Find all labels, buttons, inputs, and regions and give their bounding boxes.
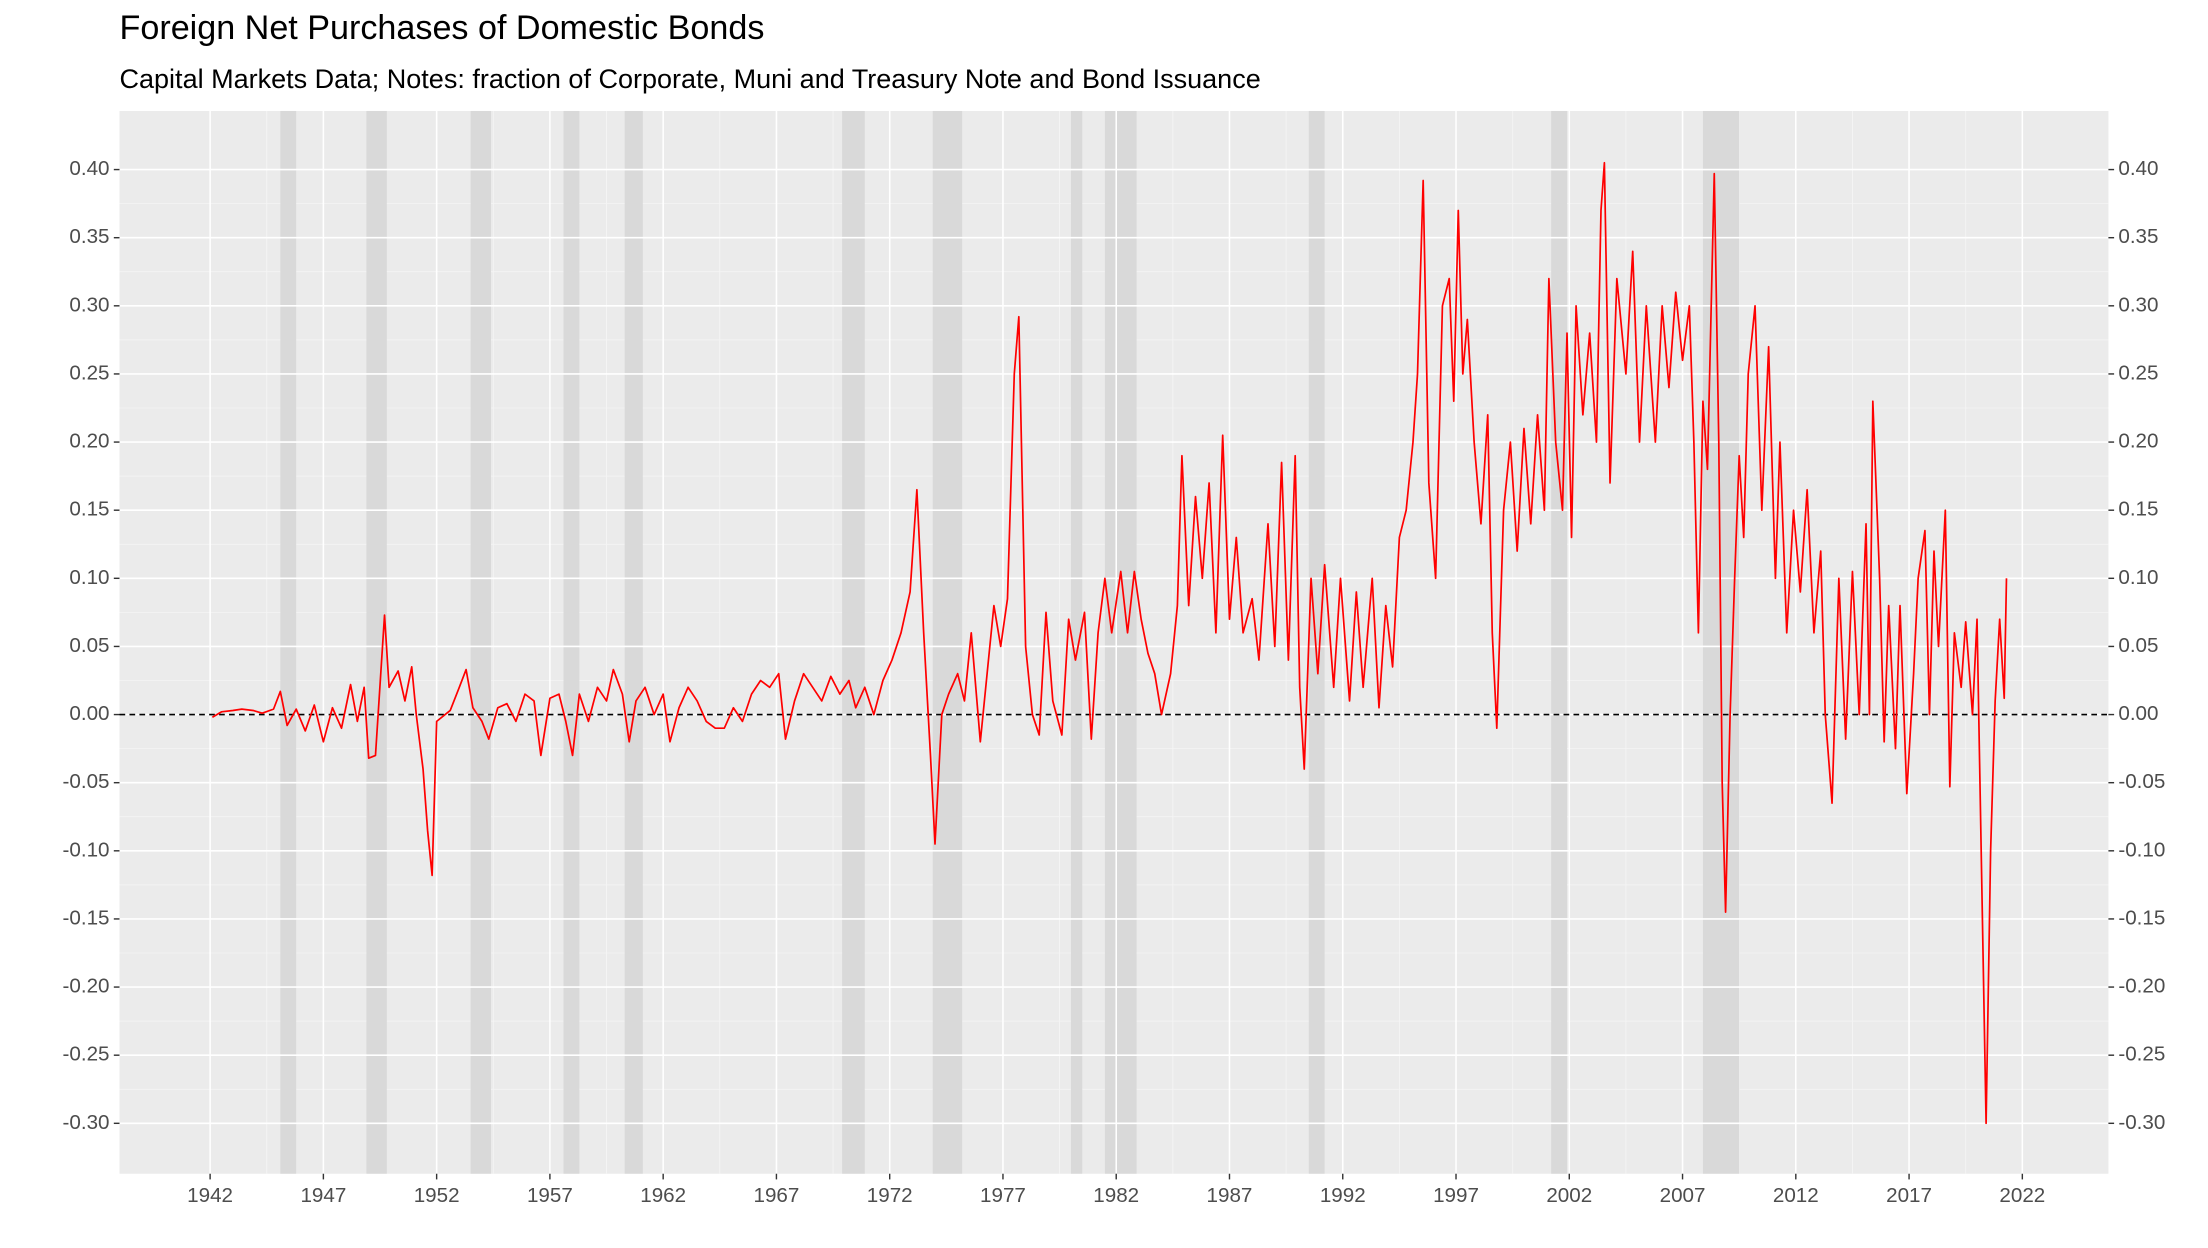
recession-band — [470, 110, 492, 1174]
y2-tick-label: -0.05 — [2118, 770, 2165, 793]
y2-tick-label: 0.20 — [2118, 430, 2158, 453]
x-tick-label: 1992 — [1320, 1184, 1366, 1207]
y-tick-label: 0.10 — [69, 566, 109, 589]
data-line — [211, 161, 2008, 1125]
y2-tick-label: 0.40 — [2118, 157, 2158, 180]
y-tick-label: 0.30 — [69, 293, 109, 316]
y-tick-label: 0.40 — [69, 157, 109, 180]
x-tick-label: 2012 — [1773, 1184, 1819, 1207]
y2-tick-label: 0.00 — [2118, 702, 2158, 725]
y2-tick-label: 0.05 — [2118, 634, 2158, 657]
x-tick-label: 1997 — [1433, 1184, 1479, 1207]
recession-band — [1070, 110, 1083, 1174]
y2-tick-label: -0.25 — [2118, 1043, 2165, 1066]
x-tick-label: 1987 — [1207, 1184, 1253, 1207]
y2-tick-label: 0.30 — [2118, 293, 2158, 316]
y2-tick-label: -0.20 — [2118, 975, 2165, 998]
y-tick-label: -0.05 — [63, 770, 110, 793]
chart-subtitle: Capital Markets Data; Notes: fraction of… — [120, 64, 1261, 94]
recession-band — [366, 110, 387, 1174]
y2-tick-label: 0.15 — [2118, 498, 2158, 521]
y-tick-label: 0.15 — [69, 498, 109, 521]
x-tick-label: 1952 — [414, 1184, 460, 1207]
x-tick-label: 1947 — [300, 1184, 346, 1207]
y-tick-label: 0.20 — [69, 430, 109, 453]
y2-tick-label: 0.35 — [2118, 225, 2158, 248]
y-tick-label: 0.35 — [69, 225, 109, 248]
recession-band — [842, 110, 865, 1174]
y-tick-label: -0.20 — [63, 975, 110, 998]
recession-band — [1551, 110, 1568, 1174]
y-tick-label: 0.00 — [69, 702, 109, 725]
recession-band — [1104, 110, 1137, 1174]
chart-title: Foreign Net Purchases of Domestic Bonds — [120, 9, 765, 47]
x-tick-label: 1977 — [980, 1184, 1026, 1207]
x-tick-label: 1967 — [754, 1184, 800, 1207]
recession-band — [563, 110, 580, 1174]
x-tick-label: 2017 — [1886, 1184, 1932, 1207]
y2-tick-label: 0.10 — [2118, 566, 2158, 589]
y2-tick-label: -0.10 — [2118, 838, 2165, 861]
y2-tick-label: -0.30 — [2118, 1111, 2165, 1134]
y2-tick-label: -0.15 — [2118, 906, 2165, 929]
y-tick-label: 0.25 — [69, 361, 109, 384]
x-tick-label: 1957 — [527, 1184, 573, 1207]
recession-band — [624, 110, 643, 1174]
y-tick-label: -0.15 — [63, 906, 110, 929]
y2-tick-label: 0.25 — [2118, 361, 2158, 384]
x-tick-label: 1972 — [867, 1184, 913, 1207]
y-tick-label: 0.05 — [69, 634, 109, 657]
recession-band — [280, 110, 297, 1174]
x-tick-label: 2022 — [1999, 1184, 2045, 1207]
x-tick-label: 1982 — [1093, 1184, 1139, 1207]
y-tick-label: -0.25 — [63, 1043, 110, 1066]
x-tick-label: 2007 — [1660, 1184, 1706, 1207]
x-tick-label: 1942 — [187, 1184, 233, 1207]
y-tick-label: -0.10 — [63, 838, 110, 861]
recession-band — [1308, 110, 1325, 1174]
x-tick-label: 1962 — [640, 1184, 686, 1207]
y-tick-label: -0.30 — [63, 1111, 110, 1134]
x-tick-label: 2002 — [1546, 1184, 1592, 1207]
recession-band — [932, 110, 963, 1174]
